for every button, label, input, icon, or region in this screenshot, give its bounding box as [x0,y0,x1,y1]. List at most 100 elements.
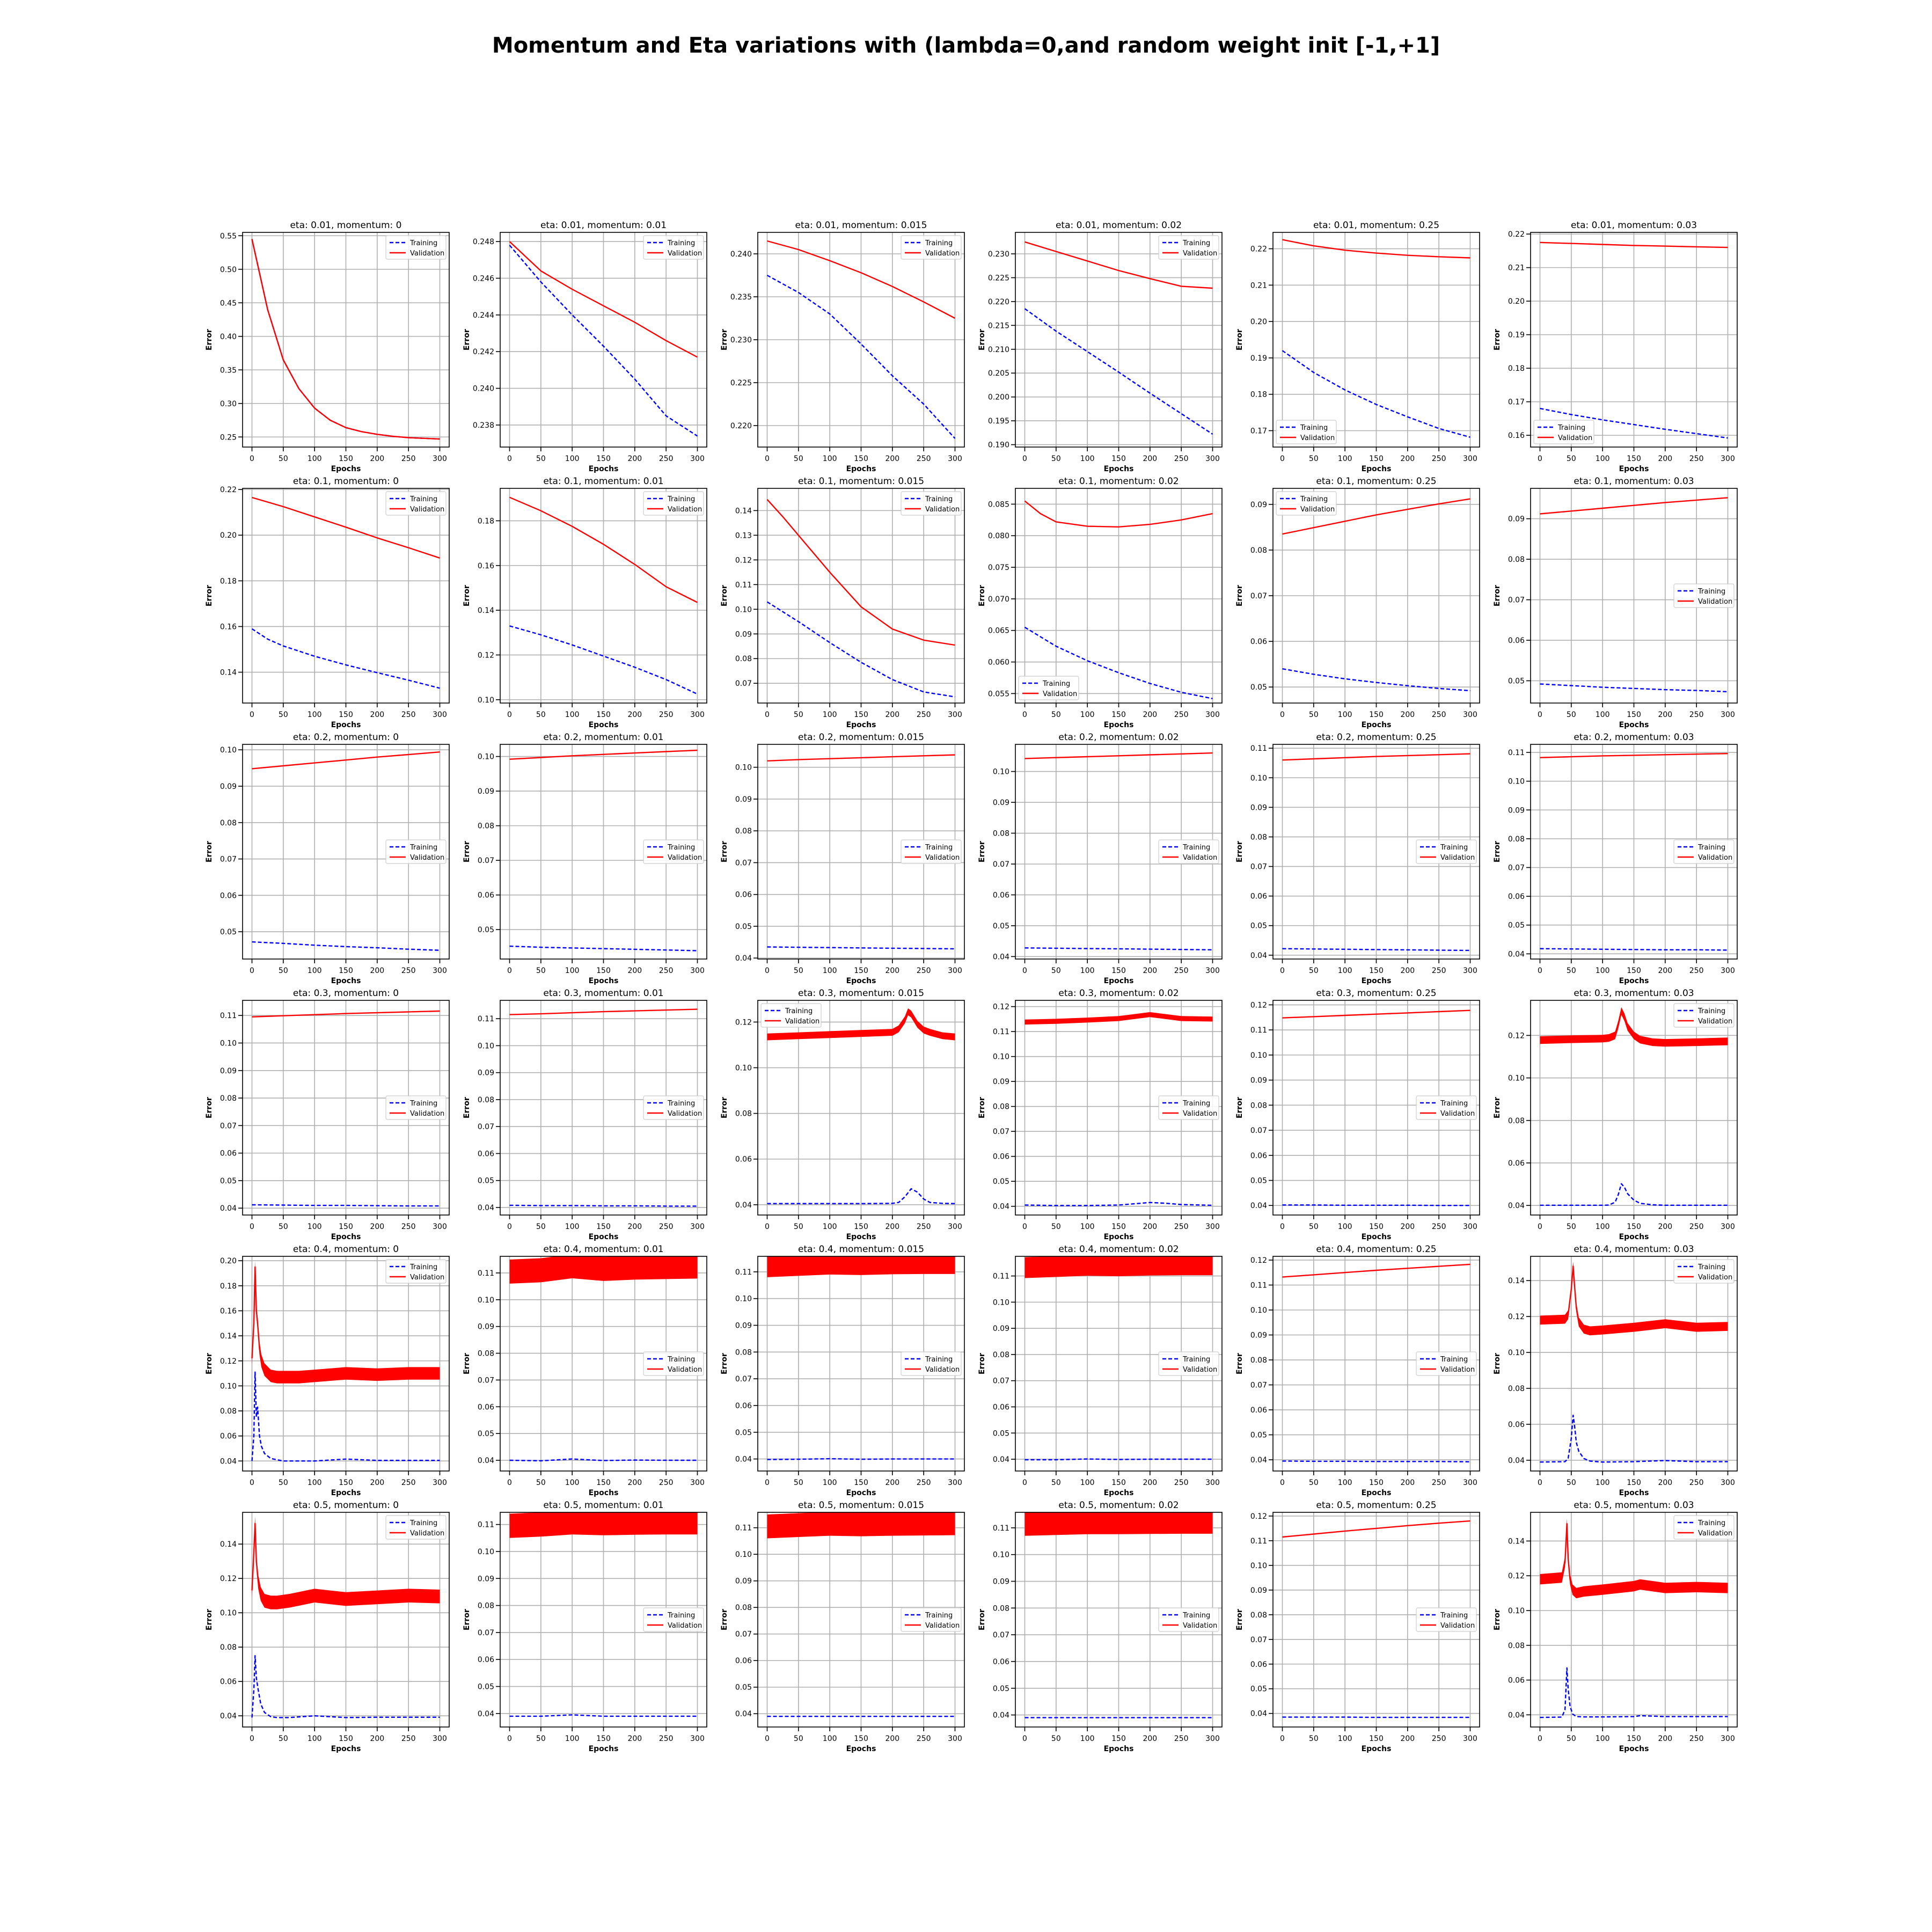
axes-frame [757,1256,965,1472]
validation-line [1282,498,1470,535]
plot-area [509,1008,698,1207]
x-tick-label: 50 [536,455,546,463]
y-axis-label: Error [205,1097,214,1118]
x-tick-label: 250 [1689,967,1704,975]
legend-label-validation: Validation [925,1622,960,1630]
y-tick-label: 0.080 [988,532,1009,540]
y-tick-label: 0.17 [1508,398,1525,407]
axes-frame [1015,1256,1223,1472]
training-line [251,628,440,689]
legend-label-validation: Validation [410,1110,444,1118]
y-tick-label: 0.04 [478,1710,494,1718]
x-tick-label: 50 [794,1735,803,1743]
x-tick-label: 50 [279,967,288,975]
y-tick-label: 0.06 [735,1155,752,1164]
legend-label-validation: Validation [1183,1110,1217,1118]
x-tick-label: 200 [1143,711,1157,719]
legend-label-training: Training [1697,844,1725,852]
subplot-28: 0 50 100 150 200 250 300 0.04 0.05 0.06 0.07 0.08 0.… [978,1244,1223,1497]
plot-area [251,1517,440,1718]
validation-line [1282,1520,1470,1538]
y-axis-label: Error [1235,1353,1244,1374]
y-tick-label: 0.09 [1250,1586,1267,1595]
y-tick-label: 0.06 [478,1150,494,1158]
subplot-7: 0 50 100 150 200 250 300 0.14 0.16 0.18 0.20 0.22 et… [205,476,450,729]
x-tick-label: 200 [370,1223,384,1231]
y-tick-label: 0.08 [735,827,752,836]
axes-frame [1015,232,1223,448]
legend-label-validation: Validation [410,1274,444,1282]
y-tick-label: 0.07 [478,857,494,865]
x-tick-label: 100 [1080,455,1095,463]
y-axis-label: Error [205,585,214,606]
x-tick-label: 300 [948,711,962,719]
x-tick-label: 300 [433,1479,447,1487]
legend-label-training: Training [1440,844,1468,852]
y-tick-label: 0.21 [1508,264,1525,273]
legend: Training Validation [643,235,704,260]
x-tick-label: 150 [854,1479,868,1487]
y-tick-label: 0.07 [478,1123,494,1131]
training-line [766,274,956,439]
x-tick-label: 200 [885,1479,899,1487]
subplot-10: 0 50 100 150 200 250 300 0.055 0.060 0.065 0.070 0.… [978,476,1223,729]
y-axis-label: Error [463,1353,471,1374]
validation-line [509,241,698,358]
legend-label-validation: Validation [925,854,960,862]
x-tick-label: 250 [401,455,416,463]
x-tick-label: 50 [1051,711,1061,719]
validation-line [1024,1521,1213,1525]
training-line [1282,1716,1470,1718]
validation-line [509,496,698,603]
x-axis-label: Epochs [1619,1745,1649,1753]
y-tick-label: 0.07 [1508,863,1525,872]
x-tick-label: 0 [507,1735,512,1743]
y-tick-label: 0.20 [1508,297,1525,306]
x-tick-label: 250 [917,1735,931,1743]
x-tick-label: 0 [1022,1735,1027,1743]
x-tick-label: 250 [1174,1735,1189,1743]
x-tick-label: 0 [1538,1735,1542,1743]
x-tick-label: 250 [659,1479,674,1487]
x-tick-label: 0 [1280,1223,1285,1231]
x-tick-label: 100 [1080,1223,1095,1231]
validation-line [251,239,440,440]
y-tick-label: 0.11 [1250,1281,1267,1290]
subplot-12: 0 50 100 150 200 250 300 0.05 0.06 0.07 0.08 0.09 et… [1493,476,1738,729]
subplot-29: 0 50 100 150 200 250 300 0.04 0.05 0.06 0.07 0.08 0.… [1235,1244,1480,1497]
x-tick-label: 300 [433,1735,447,1743]
x-tick-label: 100 [308,711,322,719]
y-axis-label: Error [205,329,214,350]
plot-area [767,1256,955,1460]
y-tick-label: 0.07 [735,1375,752,1384]
plot-area [509,241,698,437]
plot-area [252,751,440,951]
y-tick-label: 0.225 [730,379,752,387]
validation-line [1282,753,1470,761]
x-axis-label: Epochs [1619,1233,1649,1241]
x-tick-label: 100 [308,1223,322,1231]
y-axis-label: Error [1235,329,1244,350]
y-tick-label: 0.12 [478,651,494,660]
x-axis-label: Epochs [1619,1489,1649,1497]
y-tick-label: 0.04 [220,1457,237,1466]
x-tick-label: 0 [1538,1223,1542,1231]
x-tick-label: 200 [1143,1479,1157,1487]
subplot-1: 0 50 100 150 200 250 300 0.25 0.30 0.35 0.40 0.45 0.… [205,220,450,473]
validation-line [1540,753,1728,758]
x-axis-label: Epochs [1362,721,1392,729]
subplot-14: 0 50 100 150 200 250 300 0.05 0.06 0.07 0.08 0.09 0.… [463,732,707,985]
legend-label-validation: Validation [1300,434,1335,442]
x-tick-label: 0 [507,455,512,463]
legend: Training Validation [385,1095,447,1120]
y-tick-label: 0.45 [220,299,237,308]
x-tick-label: 0 [1280,1735,1285,1743]
y-tick-label: 0.14 [220,1332,237,1341]
x-tick-label: 50 [1051,1735,1061,1743]
y-tick-label: 0.09 [220,782,237,791]
x-tick-label: 150 [1627,1479,1641,1487]
y-tick-label: 0.12 [1508,1572,1525,1580]
y-axis-label: Error [1235,841,1244,862]
x-tick-label: 300 [690,1223,705,1231]
x-tick-label: 200 [885,711,899,719]
